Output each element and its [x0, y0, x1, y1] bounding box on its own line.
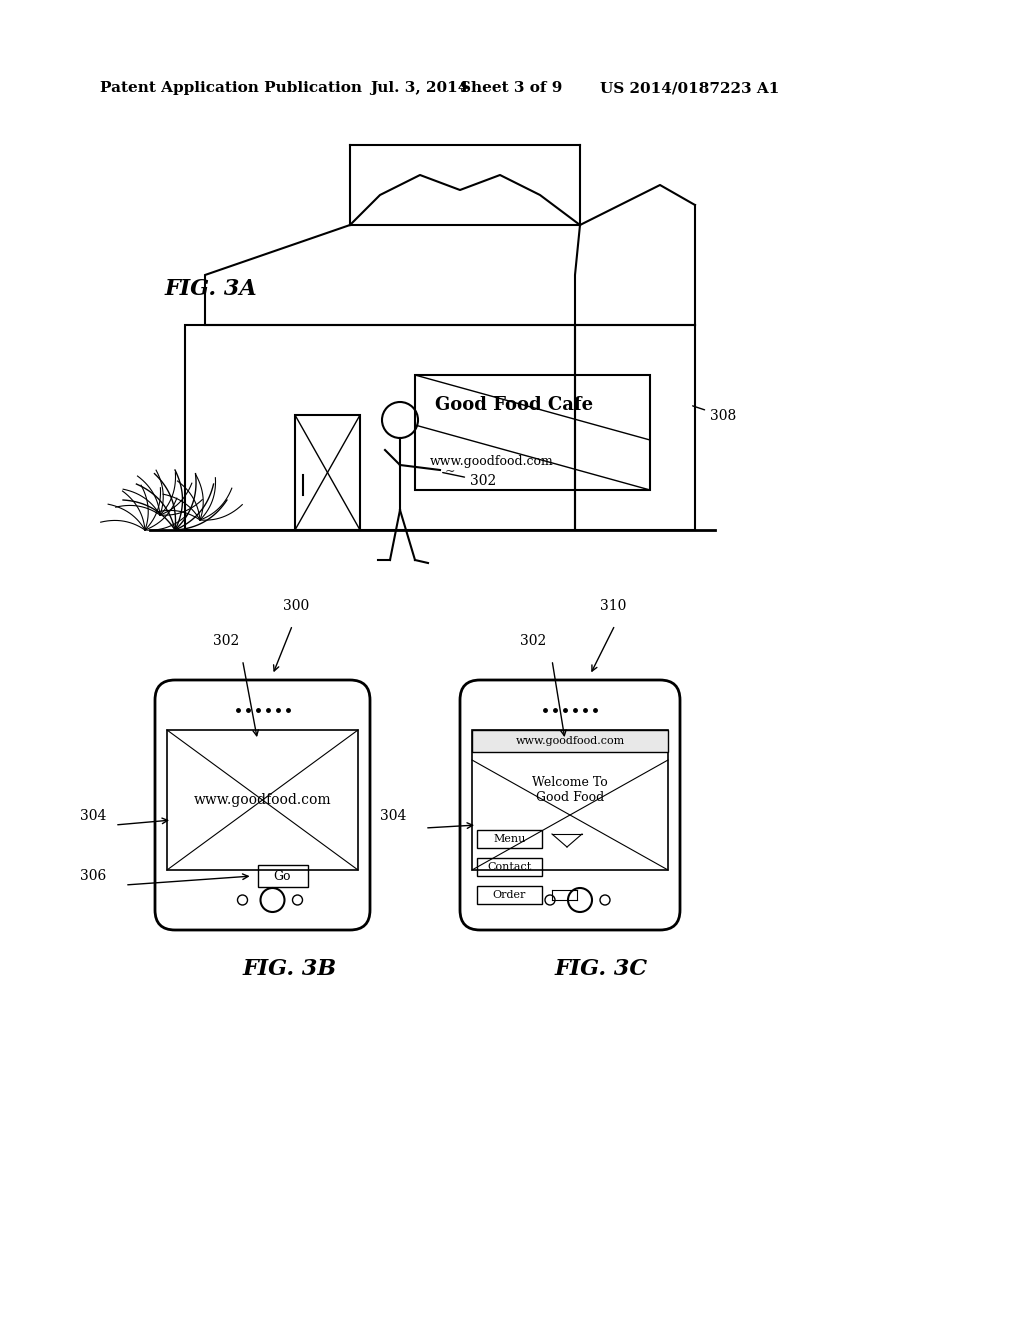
Bar — [415, 375, 650, 490]
Text: FIG. 3C: FIG. 3C — [555, 958, 648, 979]
Text: 306: 306 — [80, 869, 106, 883]
Bar — [477, 858, 542, 876]
Text: Order: Order — [493, 890, 526, 900]
Text: www.goodfood.com: www.goodfood.com — [515, 737, 625, 746]
Text: Patent Application Publication: Patent Application Publication — [100, 81, 362, 95]
Text: US 2014/0187223 A1: US 2014/0187223 A1 — [600, 81, 779, 95]
Text: ~: ~ — [445, 465, 456, 478]
Bar — [472, 730, 668, 752]
Text: 300: 300 — [283, 599, 309, 612]
Text: Go: Go — [273, 870, 291, 883]
Text: 310: 310 — [600, 599, 627, 612]
Text: Sheet 3 of 9: Sheet 3 of 9 — [460, 81, 562, 95]
Text: 304: 304 — [380, 809, 407, 822]
Bar — [295, 414, 360, 531]
Text: www.goodfood.com: www.goodfood.com — [194, 793, 332, 807]
Bar — [477, 830, 542, 847]
Text: Contact: Contact — [487, 862, 531, 873]
Text: Good Food Cafe: Good Food Cafe — [435, 396, 593, 414]
Bar — [472, 730, 668, 870]
Text: Welcome To
Good Food: Welcome To Good Food — [532, 776, 608, 804]
Text: 302: 302 — [520, 634, 546, 648]
Bar — [257, 865, 307, 887]
Text: 302: 302 — [213, 634, 239, 648]
Text: FIG. 3A: FIG. 3A — [165, 279, 258, 300]
Text: 304: 304 — [80, 809, 106, 822]
Text: www.goodfood.com: www.goodfood.com — [430, 455, 554, 469]
Bar — [477, 886, 542, 904]
Bar — [167, 730, 358, 870]
Text: FIG. 3B: FIG. 3B — [243, 958, 337, 979]
Text: 302: 302 — [442, 473, 497, 488]
Text: 308: 308 — [692, 405, 736, 422]
Text: Menu: Menu — [494, 834, 525, 843]
Text: Jul. 3, 2014: Jul. 3, 2014 — [370, 81, 468, 95]
